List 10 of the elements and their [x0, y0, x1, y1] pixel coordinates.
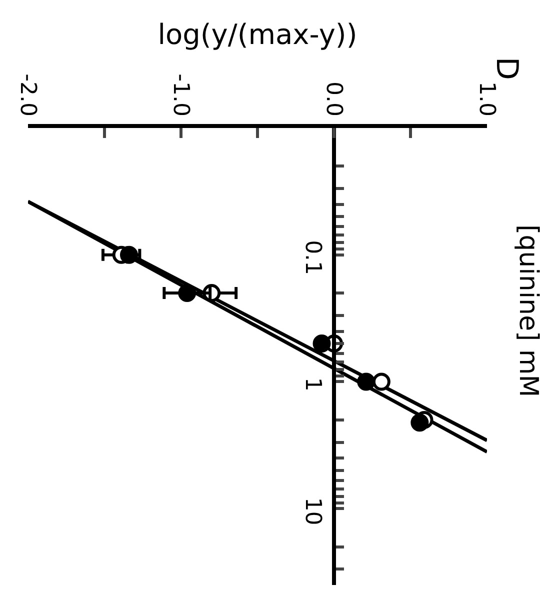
y-tick-label: 10 [300, 497, 325, 526]
chart-title: D [488, 56, 524, 80]
x-tick-label: 0.0 [320, 82, 346, 117]
x-tick-label: -1.0 [168, 74, 193, 117]
y-axis-title: [quinine] mM [513, 224, 540, 398]
y-tick-label: 1 [300, 377, 325, 392]
y-tick-label: 0.1 [300, 240, 325, 276]
x-axis-title: log(y/(max-y)) [158, 18, 358, 51]
x-tick-label: -2.0 [14, 74, 40, 117]
x-tick-label: 1.0 [474, 82, 499, 117]
